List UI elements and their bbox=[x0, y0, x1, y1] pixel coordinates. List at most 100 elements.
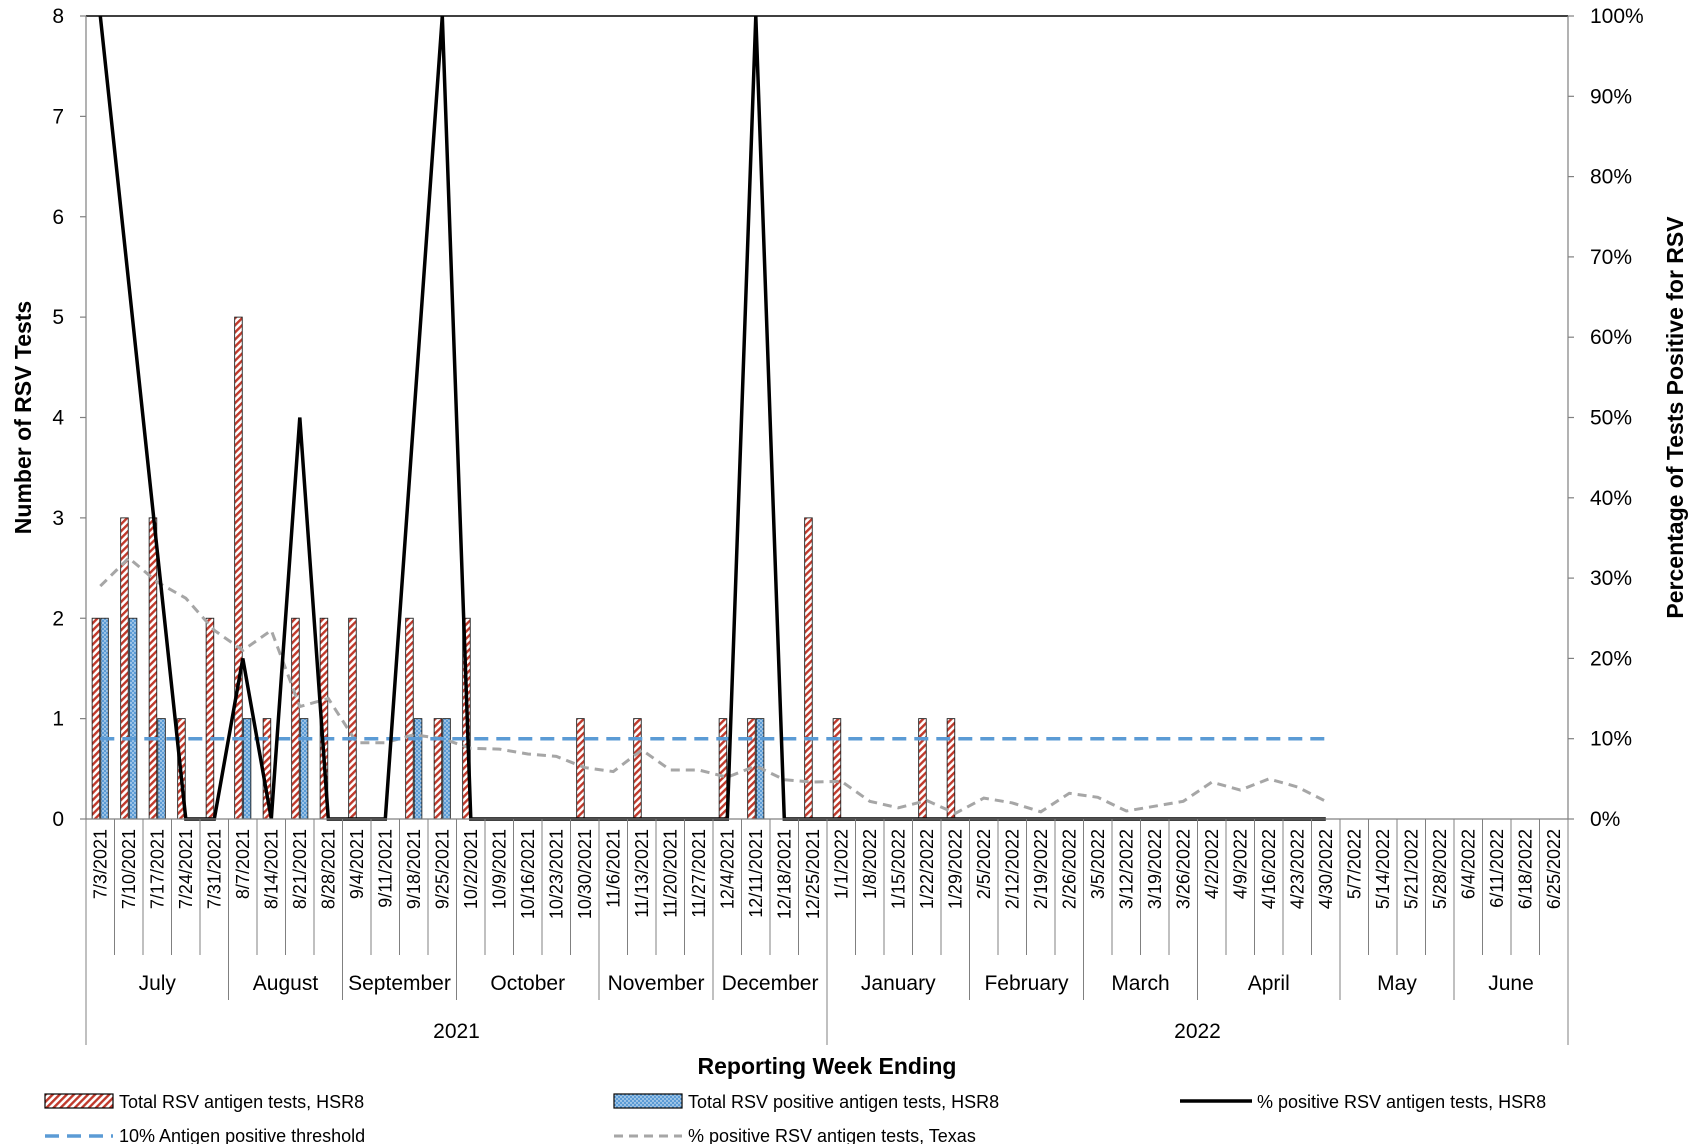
left-tick-label: 6 bbox=[52, 206, 64, 229]
x-tick-label: 8/14/2021 bbox=[261, 829, 281, 909]
legend-label-pct-hsr8: % positive RSV antigen tests, HSR8 bbox=[1257, 1092, 1546, 1112]
x-tick-label: 10/23/2021 bbox=[546, 829, 566, 919]
x-tick-label: 12/4/2021 bbox=[717, 829, 737, 909]
month-label: July bbox=[139, 972, 177, 995]
right-tick-label: 80% bbox=[1590, 166, 1632, 189]
right-tick-label: 30% bbox=[1590, 567, 1632, 590]
bar-total-tests bbox=[804, 517, 813, 820]
legend-item-positive-tests: Total RSV positive antigen tests, HSR8 bbox=[613, 1092, 999, 1112]
right-tick-label: 90% bbox=[1590, 85, 1632, 108]
x-tick-label: 8/28/2021 bbox=[318, 829, 338, 909]
x-tick-label: 10/2/2021 bbox=[461, 829, 481, 909]
month-label: May bbox=[1377, 972, 1417, 995]
legend-label-pct-texas: % positive RSV antigen tests, Texas bbox=[688, 1126, 976, 1144]
x-tick-label: 4/30/2022 bbox=[1316, 829, 1336, 909]
bar-total-tests bbox=[148, 517, 158, 820]
bar-total-tests bbox=[832, 718, 842, 820]
x-tick-label: 9/11/2021 bbox=[375, 829, 395, 908]
x-tick-label: 6/4/2022 bbox=[1458, 829, 1478, 899]
bar-total-tests bbox=[576, 718, 585, 820]
line-pct-positive-texas bbox=[99, 555, 1327, 816]
year-label: 2021 bbox=[433, 1020, 480, 1043]
x-tick-label: 4/9/2022 bbox=[1230, 829, 1250, 899]
bars bbox=[91, 316, 956, 820]
bar-positive-tests bbox=[100, 617, 109, 820]
month-label: February bbox=[984, 972, 1069, 995]
x-tick-label: 12/25/2021 bbox=[803, 829, 823, 919]
x-tick-label: 11/6/2021 bbox=[603, 829, 623, 908]
x-tick-label: 10/30/2021 bbox=[575, 829, 595, 919]
legend-item-pct-texas: % positive RSV antigen tests, Texas bbox=[614, 1126, 976, 1144]
bar-positive-tests bbox=[299, 718, 309, 820]
x-tick-label: 12/11/2021 bbox=[746, 829, 766, 918]
x-tick-label: 5/7/2022 bbox=[1344, 829, 1364, 899]
x-tick-label: 11/27/2021 bbox=[689, 829, 709, 918]
right-tick-label: 60% bbox=[1590, 326, 1632, 349]
bar-positive-tests bbox=[413, 718, 423, 820]
bar-total-tests bbox=[348, 617, 357, 820]
month-label: December bbox=[722, 972, 819, 995]
x-tick-label: 1/29/2022 bbox=[945, 829, 965, 909]
x-tick-label: 10/9/2021 bbox=[489, 829, 509, 909]
month-label: October bbox=[490, 972, 565, 995]
x-tick-label: 7/3/2021 bbox=[90, 829, 110, 899]
bar-positive-tests bbox=[242, 718, 252, 820]
x-tick-label: 3/26/2022 bbox=[1173, 829, 1193, 909]
left-tick-label: 3 bbox=[52, 507, 64, 530]
x-tick-label: 2/12/2022 bbox=[1002, 829, 1022, 909]
month-label: September bbox=[348, 972, 451, 995]
bar-total-tests bbox=[918, 718, 927, 820]
x-tick-label: 3/12/2022 bbox=[1116, 829, 1136, 909]
x-tick-label: 9/25/2021 bbox=[432, 829, 452, 909]
right-tick-label: 100% bbox=[1590, 5, 1644, 28]
x-tick-label: 9/4/2021 bbox=[347, 829, 367, 899]
left-tick-label: 0 bbox=[52, 808, 64, 831]
left-tick-label: 1 bbox=[52, 708, 64, 731]
month-label: April bbox=[1248, 972, 1290, 995]
x-tick-label: 11/20/2021 bbox=[660, 829, 680, 918]
x-tick-label: 9/18/2021 bbox=[404, 829, 424, 909]
x-tick-label: 2/26/2022 bbox=[1059, 829, 1079, 909]
x-tick-label: 3/5/2022 bbox=[1088, 829, 1108, 899]
x-tick-label: 2/19/2022 bbox=[1031, 829, 1051, 909]
lines bbox=[98, 15, 1327, 821]
x-tick-label: 4/16/2022 bbox=[1259, 829, 1279, 909]
bar-total-tests bbox=[433, 718, 443, 820]
bar-total-tests bbox=[91, 617, 101, 820]
left-tick-label: 4 bbox=[52, 407, 64, 430]
month-label: March bbox=[1111, 972, 1169, 995]
legend-label-total-tests: Total RSV antigen tests, HSR8 bbox=[119, 1092, 364, 1112]
bar-total-tests bbox=[946, 718, 956, 820]
bar-positive-tests bbox=[442, 718, 451, 820]
x-tick-label: 6/11/2022 bbox=[1487, 829, 1507, 908]
bar-total-tests bbox=[205, 617, 215, 820]
x-tick-label: 1/15/2022 bbox=[888, 829, 908, 909]
right-tick-label: 40% bbox=[1590, 487, 1632, 510]
x-tick-label: 1/22/2022 bbox=[917, 829, 937, 909]
month-label: June bbox=[1488, 972, 1534, 995]
legend-swatch-positive-tests bbox=[613, 1093, 683, 1109]
left-tick-label: 7 bbox=[52, 105, 64, 128]
year-label: 2022 bbox=[1174, 1020, 1221, 1043]
x-tick-label: 12/18/2021 bbox=[774, 829, 794, 919]
left-tick-label: 5 bbox=[52, 306, 64, 329]
x-tick-label: 5/28/2022 bbox=[1430, 829, 1450, 909]
x-tick-label: 7/31/2021 bbox=[204, 829, 224, 909]
bar-positive-tests bbox=[128, 617, 138, 820]
left-y-axis-title: Number of RSV Tests bbox=[10, 301, 36, 534]
right-y-axis-title: Percentage of Tests Positive for RSV bbox=[1662, 216, 1688, 619]
bar-total-tests bbox=[633, 718, 642, 820]
legend: Total RSV antigen tests, HSR8 Total RSV … bbox=[44, 1092, 1546, 1144]
x-tick-label: 6/18/2022 bbox=[1515, 829, 1535, 909]
x-tick-label: 4/23/2022 bbox=[1287, 829, 1307, 909]
right-tick-label: 0% bbox=[1590, 808, 1620, 831]
x-tick-label: 7/17/2021 bbox=[147, 829, 167, 909]
axes: 0123456780%10%20%30%40%50%60%70%80%90%10… bbox=[52, 5, 1644, 1045]
right-tick-label: 20% bbox=[1590, 647, 1632, 670]
bar-positive-tests bbox=[157, 718, 166, 820]
x-tick-label: 8/21/2021 bbox=[290, 829, 310, 909]
x-tick-label: 10/16/2021 bbox=[518, 829, 538, 919]
legend-item-threshold: 10% Antigen positive threshold bbox=[45, 1126, 365, 1144]
x-tick-label: 7/10/2021 bbox=[119, 829, 139, 909]
